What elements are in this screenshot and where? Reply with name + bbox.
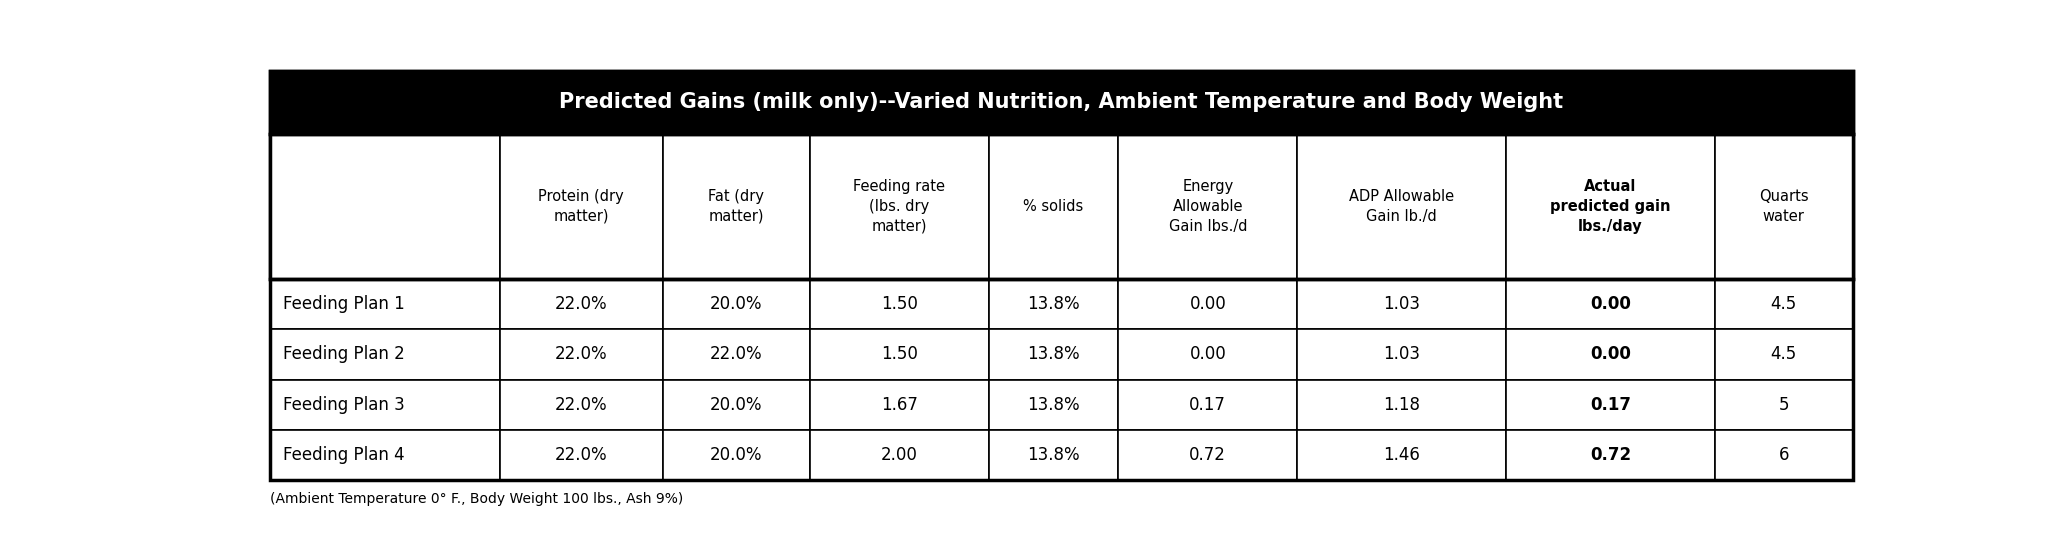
Text: 13.8%: 13.8%: [1027, 446, 1079, 464]
Text: 1.67: 1.67: [880, 396, 917, 414]
Text: ADP Allowable
Gain lb./d: ADP Allowable Gain lb./d: [1348, 189, 1454, 224]
Bar: [1118, 379, 1296, 430]
Text: 22.0%: 22.0%: [555, 396, 607, 414]
Bar: [1118, 329, 1296, 379]
Bar: [1715, 379, 1854, 430]
Bar: [1506, 430, 1715, 480]
Text: 0.00: 0.00: [1591, 295, 1632, 313]
Text: 0.00: 0.00: [1189, 295, 1226, 313]
Text: Protein (dry
matter): Protein (dry matter): [538, 189, 623, 224]
Bar: [810, 329, 988, 379]
Bar: [1506, 329, 1715, 379]
Text: 2.00: 2.00: [880, 446, 917, 464]
Bar: [269, 71, 1854, 134]
Text: 13.8%: 13.8%: [1027, 346, 1079, 363]
Text: Feeding Plan 1: Feeding Plan 1: [284, 295, 404, 313]
Bar: [1506, 279, 1715, 329]
Text: 22.0%: 22.0%: [555, 295, 607, 313]
Text: 0.00: 0.00: [1189, 346, 1226, 363]
Bar: [1715, 430, 1854, 480]
Bar: [810, 134, 988, 279]
Bar: [988, 134, 1118, 279]
Bar: [269, 279, 499, 329]
Bar: [663, 430, 810, 480]
Text: 4.5: 4.5: [1771, 346, 1798, 363]
Text: % solids: % solids: [1023, 199, 1083, 214]
Bar: [499, 329, 663, 379]
Text: 13.8%: 13.8%: [1027, 295, 1079, 313]
Bar: [269, 134, 1854, 279]
Text: 0.17: 0.17: [1189, 396, 1226, 414]
Text: 0.00: 0.00: [1591, 346, 1632, 363]
Bar: [269, 279, 1854, 480]
Bar: [1296, 379, 1506, 430]
Bar: [1506, 379, 1715, 430]
Bar: [810, 379, 988, 430]
Text: Quarts
water: Quarts water: [1758, 189, 1808, 224]
Text: Feeding Plan 4: Feeding Plan 4: [284, 446, 404, 464]
Bar: [1715, 134, 1854, 279]
Bar: [1715, 279, 1854, 329]
Text: 0.17: 0.17: [1591, 396, 1632, 414]
Bar: [269, 134, 499, 279]
Text: Actual
predicted gain
lbs./day: Actual predicted gain lbs./day: [1551, 179, 1671, 234]
Text: 1.18: 1.18: [1383, 396, 1421, 414]
Text: Predicted Gains (milk only)--Varied Nutrition, Ambient Temperature and Body Weig: Predicted Gains (milk only)--Varied Nutr…: [559, 93, 1564, 112]
Bar: [663, 329, 810, 379]
Bar: [499, 430, 663, 480]
Bar: [1118, 134, 1296, 279]
Bar: [499, 134, 663, 279]
Text: 20.0%: 20.0%: [710, 396, 762, 414]
Bar: [988, 379, 1118, 430]
Text: 1.03: 1.03: [1383, 346, 1421, 363]
Text: 4.5: 4.5: [1771, 295, 1798, 313]
Text: 20.0%: 20.0%: [710, 446, 762, 464]
Text: 0.72: 0.72: [1189, 446, 1226, 464]
Bar: [663, 279, 810, 329]
Text: Energy
Allowable
Gain lbs./d: Energy Allowable Gain lbs./d: [1168, 179, 1247, 234]
Text: (Ambient Temperature 0° F., Body Weight 100 lbs., Ash 9%): (Ambient Temperature 0° F., Body Weight …: [269, 493, 683, 506]
Bar: [1506, 134, 1715, 279]
Bar: [988, 430, 1118, 480]
Text: 1.50: 1.50: [880, 295, 917, 313]
Text: 1.46: 1.46: [1383, 446, 1421, 464]
Bar: [988, 329, 1118, 379]
Bar: [269, 71, 1854, 134]
Text: 22.0%: 22.0%: [555, 346, 607, 363]
Bar: [1296, 430, 1506, 480]
Bar: [1118, 279, 1296, 329]
Bar: [1296, 329, 1506, 379]
Text: 0.72: 0.72: [1591, 446, 1632, 464]
Bar: [269, 430, 499, 480]
Bar: [1715, 329, 1854, 379]
Text: 6: 6: [1779, 446, 1789, 464]
Text: 1.03: 1.03: [1383, 295, 1421, 313]
Bar: [269, 329, 499, 379]
Text: Feeding rate
(lbs. dry
matter): Feeding rate (lbs. dry matter): [853, 179, 944, 234]
Bar: [1118, 430, 1296, 480]
Bar: [499, 279, 663, 329]
Bar: [269, 134, 1854, 279]
Text: 22.0%: 22.0%: [710, 346, 762, 363]
Text: 22.0%: 22.0%: [555, 446, 607, 464]
Bar: [499, 379, 663, 430]
Text: Feeding Plan 2: Feeding Plan 2: [284, 346, 404, 363]
Text: 20.0%: 20.0%: [710, 295, 762, 313]
Bar: [663, 134, 810, 279]
Text: 13.8%: 13.8%: [1027, 396, 1079, 414]
Bar: [1296, 134, 1506, 279]
Bar: [810, 430, 988, 480]
Bar: [663, 379, 810, 430]
Text: 5: 5: [1779, 396, 1789, 414]
Bar: [988, 279, 1118, 329]
Text: 1.50: 1.50: [880, 346, 917, 363]
Text: Fat (dry
matter): Fat (dry matter): [708, 189, 764, 224]
Bar: [1296, 279, 1506, 329]
Bar: [810, 279, 988, 329]
Bar: [269, 379, 499, 430]
Text: Feeding Plan 3: Feeding Plan 3: [284, 396, 404, 414]
